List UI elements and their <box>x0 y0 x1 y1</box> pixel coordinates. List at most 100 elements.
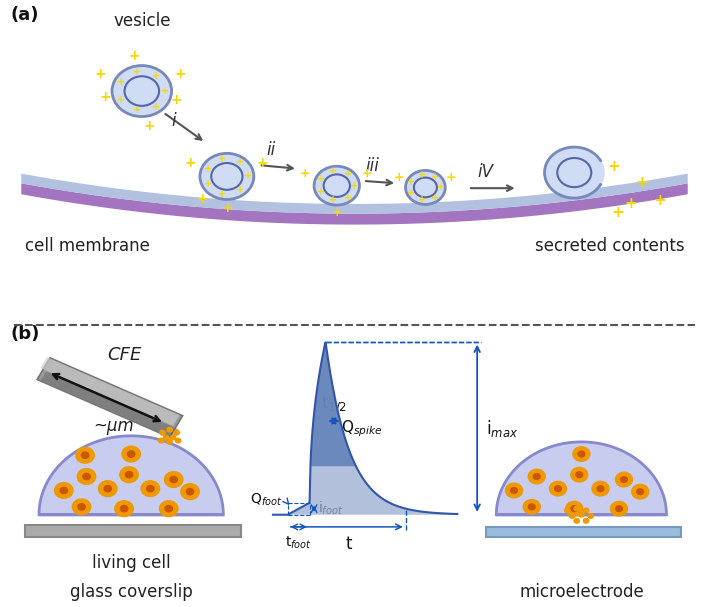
Polygon shape <box>39 436 223 515</box>
Text: +: + <box>408 177 415 187</box>
Circle shape <box>122 446 140 462</box>
Text: +: + <box>344 169 352 179</box>
Circle shape <box>181 484 199 500</box>
Polygon shape <box>273 342 457 515</box>
Circle shape <box>125 472 133 478</box>
Circle shape <box>523 500 540 514</box>
Circle shape <box>55 483 73 498</box>
Text: ii: ii <box>266 141 276 159</box>
Circle shape <box>104 486 111 492</box>
Circle shape <box>99 481 117 497</box>
Polygon shape <box>496 442 666 515</box>
Circle shape <box>528 504 535 510</box>
Circle shape <box>141 481 160 497</box>
Polygon shape <box>311 342 356 466</box>
Text: +: + <box>332 206 342 220</box>
Text: +: + <box>607 160 620 174</box>
Text: +: + <box>612 205 625 220</box>
Text: +: + <box>99 90 111 104</box>
Polygon shape <box>41 371 179 438</box>
Circle shape <box>167 439 172 444</box>
Circle shape <box>170 435 176 440</box>
Polygon shape <box>21 174 688 214</box>
Circle shape <box>506 483 523 498</box>
Circle shape <box>406 171 445 204</box>
Circle shape <box>615 506 623 512</box>
Text: +: + <box>329 195 337 205</box>
Text: +: + <box>133 106 140 115</box>
Text: +: + <box>161 86 169 96</box>
Text: t$_{foot}$: t$_{foot}$ <box>285 535 312 551</box>
Text: living cell: living cell <box>92 554 170 572</box>
Circle shape <box>77 469 96 484</box>
Text: i$_{max}$: i$_{max}$ <box>486 418 518 439</box>
Text: +: + <box>129 49 140 63</box>
Text: ~μm: ~μm <box>93 417 134 435</box>
Circle shape <box>533 473 540 480</box>
Circle shape <box>510 487 518 493</box>
Text: +: + <box>236 157 244 168</box>
Circle shape <box>615 472 632 487</box>
Circle shape <box>128 451 135 457</box>
Circle shape <box>82 452 89 458</box>
Text: CFE: CFE <box>107 346 141 364</box>
Text: +: + <box>653 193 666 208</box>
Text: +: + <box>317 187 325 197</box>
Text: +: + <box>133 67 140 76</box>
Text: t$_{1/2}$: t$_{1/2}$ <box>321 393 347 415</box>
Text: +: + <box>221 201 233 215</box>
Text: +: + <box>175 67 186 81</box>
Circle shape <box>167 427 172 432</box>
Text: +: + <box>170 93 182 107</box>
Text: +: + <box>196 192 208 206</box>
FancyBboxPatch shape <box>25 525 241 537</box>
Text: iii: iii <box>365 157 379 175</box>
Circle shape <box>186 489 194 495</box>
Circle shape <box>637 489 644 495</box>
Text: +: + <box>184 156 196 170</box>
Circle shape <box>574 506 579 511</box>
Circle shape <box>174 430 179 435</box>
Text: +: + <box>300 167 310 180</box>
Text: +: + <box>244 171 252 181</box>
Text: +: + <box>362 167 372 180</box>
Text: t: t <box>346 535 352 553</box>
Circle shape <box>574 518 579 523</box>
Circle shape <box>113 66 171 116</box>
Circle shape <box>571 506 578 512</box>
Circle shape <box>175 438 181 443</box>
Text: +: + <box>418 195 426 205</box>
Circle shape <box>597 486 604 492</box>
Circle shape <box>549 481 566 496</box>
Text: +: + <box>408 188 415 198</box>
Circle shape <box>170 476 177 483</box>
Text: +: + <box>257 156 268 170</box>
Text: secreted contents: secreted contents <box>535 237 684 255</box>
Circle shape <box>588 514 593 518</box>
Circle shape <box>315 167 359 205</box>
Circle shape <box>60 487 67 493</box>
Text: +: + <box>446 171 456 184</box>
Polygon shape <box>37 358 183 437</box>
Circle shape <box>83 473 90 480</box>
Text: +: + <box>218 154 226 164</box>
Circle shape <box>578 451 585 457</box>
FancyBboxPatch shape <box>486 527 681 537</box>
Text: +: + <box>393 171 403 184</box>
Circle shape <box>160 501 178 517</box>
Circle shape <box>573 447 590 461</box>
Text: +: + <box>204 164 212 174</box>
Polygon shape <box>21 183 688 225</box>
Circle shape <box>566 501 583 516</box>
Text: +: + <box>344 192 352 203</box>
Circle shape <box>610 501 627 516</box>
Text: Q$_{foot}$: Q$_{foot}$ <box>250 491 282 508</box>
Circle shape <box>571 467 588 482</box>
Text: i$_{foot}$: i$_{foot}$ <box>318 500 344 517</box>
Text: +: + <box>236 186 244 195</box>
Text: +: + <box>204 179 212 189</box>
Text: (b): (b) <box>11 325 40 343</box>
Circle shape <box>201 154 253 198</box>
Circle shape <box>620 476 627 483</box>
Text: +: + <box>625 196 637 211</box>
